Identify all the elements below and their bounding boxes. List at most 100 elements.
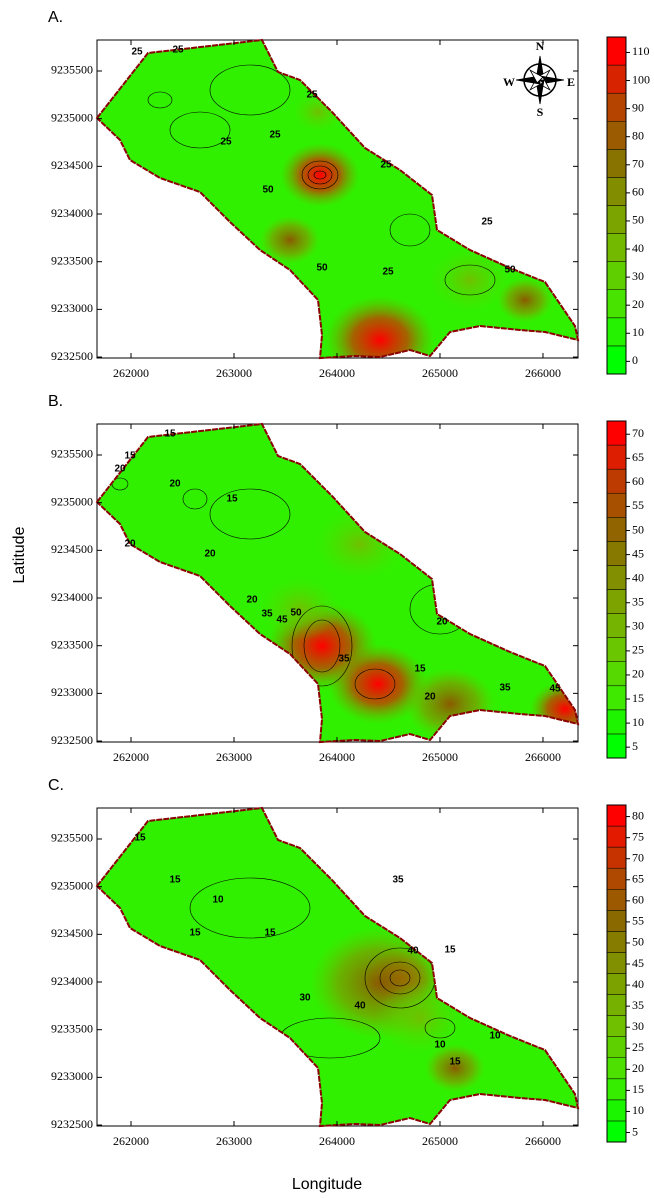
panel-label: A. [48, 9, 63, 26]
y-tick-label: 9235000 [51, 110, 93, 124]
colorbar-band [606, 345, 627, 375]
contour-label: 45 [276, 615, 288, 626]
contour-label: 25 [220, 137, 232, 148]
colorbar-frame [606, 36, 627, 375]
colorbar-tick-label: 65 [632, 872, 644, 886]
contour-label: 35 [338, 654, 350, 665]
hotspot [425, 1044, 485, 1092]
colorbar-band [606, 846, 627, 869]
colorbar-band [606, 1078, 627, 1101]
y-tick-label: 9233500 [51, 637, 93, 651]
colorbar-tick-label: 110 [632, 44, 650, 58]
colorbar-tick-label: 90 [632, 100, 644, 114]
colorbar-band [606, 733, 627, 759]
colorbar-band [606, 910, 627, 932]
contour-label: 35 [261, 609, 273, 620]
contour-line [182, 488, 208, 510]
contour-label: 20 [204, 549, 216, 560]
colorbar-tick-label: 10 [632, 1103, 644, 1117]
contour-label: 25 [382, 267, 394, 278]
colorbar-tick-label: 40 [632, 570, 644, 584]
colorbar-tick-label: 25 [632, 643, 644, 657]
contour-line [424, 1017, 456, 1039]
colorbar-tick-label: 25 [632, 1040, 644, 1054]
colorbar-band [606, 261, 627, 290]
colorbar-tick-label: 5 [632, 1124, 638, 1138]
contour-label: 15 [124, 451, 136, 462]
y-tick-label: 9232500 [51, 733, 93, 747]
colorbar-band [606, 517, 627, 542]
colorbar-tick-label: 35 [632, 998, 644, 1012]
colorbar-frame [606, 804, 627, 1143]
contour-label: 50 [316, 263, 328, 274]
y-axis-label: Latitude [11, 526, 28, 583]
contour-label: 15 [264, 928, 276, 939]
colorbar-tick-label: 40 [632, 977, 644, 991]
colorbar-band [606, 289, 627, 319]
contour-label: 20 [436, 617, 448, 628]
colorbar-band [606, 468, 627, 494]
colorbar-tick-label: 50 [632, 935, 644, 949]
contour-label: 40 [354, 1001, 366, 1012]
contour-label: 15 [189, 928, 201, 939]
colorbar-band [606, 565, 627, 590]
colorbar-band [606, 177, 627, 206]
colorbar-tick-label: 45 [632, 546, 644, 560]
hotspot [280, 143, 360, 207]
contour-line [169, 111, 231, 149]
colorbar-band [606, 1099, 627, 1122]
x-tick-label: 266000 [525, 366, 561, 380]
map-fill [97, 424, 578, 742]
colorbar-tick-label: 100 [632, 72, 650, 86]
contour-label: 35 [392, 875, 404, 886]
y-tick-label: 9235500 [51, 831, 93, 845]
colorbar-band [606, 661, 627, 687]
contour-label: 50 [504, 265, 516, 276]
x-tick-label: 262000 [113, 366, 149, 380]
hotspot [325, 296, 435, 358]
x-tick-label: 265000 [422, 366, 458, 380]
colorbar-band [606, 92, 627, 122]
x-tick-label: 266000 [525, 1134, 561, 1148]
contour-label: 15 [444, 945, 456, 956]
x-tick-label: 264000 [319, 1134, 355, 1148]
colorbar-band [606, 233, 627, 262]
colorbar-band [606, 36, 627, 66]
contour-line [301, 160, 339, 190]
colorbar-tick-label: 55 [632, 914, 644, 928]
hotspot [405, 668, 495, 740]
colorbar-tick-label: 70 [632, 426, 644, 440]
colorbar-band [606, 492, 627, 518]
colorbar-band [606, 952, 627, 974]
hotspot [260, 216, 320, 264]
colorbar-tick-label: 35 [632, 594, 644, 608]
y-tick-label: 9235500 [51, 447, 93, 461]
contour-label: 20 [169, 479, 181, 490]
y-tick-label: 9234000 [51, 206, 93, 220]
x-tick-label: 263000 [216, 1134, 252, 1148]
colorbar-band [606, 64, 627, 94]
colorbar-band [606, 1036, 627, 1058]
x-tick-label: 265000 [422, 1134, 458, 1148]
y-tick-label: 9233000 [51, 301, 93, 315]
colorbar-tick-label: 75 [632, 829, 644, 843]
colorbar-band [606, 973, 627, 995]
x-tick-label: 263000 [216, 750, 252, 764]
contour-label: 30 [299, 993, 311, 1004]
colorbar-band [606, 994, 627, 1016]
contour-line [379, 961, 421, 995]
y-tick-label: 9234500 [51, 542, 93, 556]
colorbar-tick-label: 65 [632, 450, 644, 464]
y-tick-label: 9234500 [51, 926, 93, 940]
colorbar-tick-label: 20 [632, 667, 644, 681]
colorbar-band [606, 889, 627, 911]
contour-label: 10 [434, 1040, 446, 1051]
contour-label: 25 [172, 45, 184, 56]
contour-label: 20 [114, 464, 126, 475]
colorbar-tick-label: 40 [632, 241, 644, 255]
y-tick-label: 9232500 [51, 349, 93, 363]
colorbar-tick-label: 80 [632, 128, 644, 142]
contour-label: 50 [262, 185, 274, 196]
y-tick-label: 9233000 [51, 685, 93, 699]
